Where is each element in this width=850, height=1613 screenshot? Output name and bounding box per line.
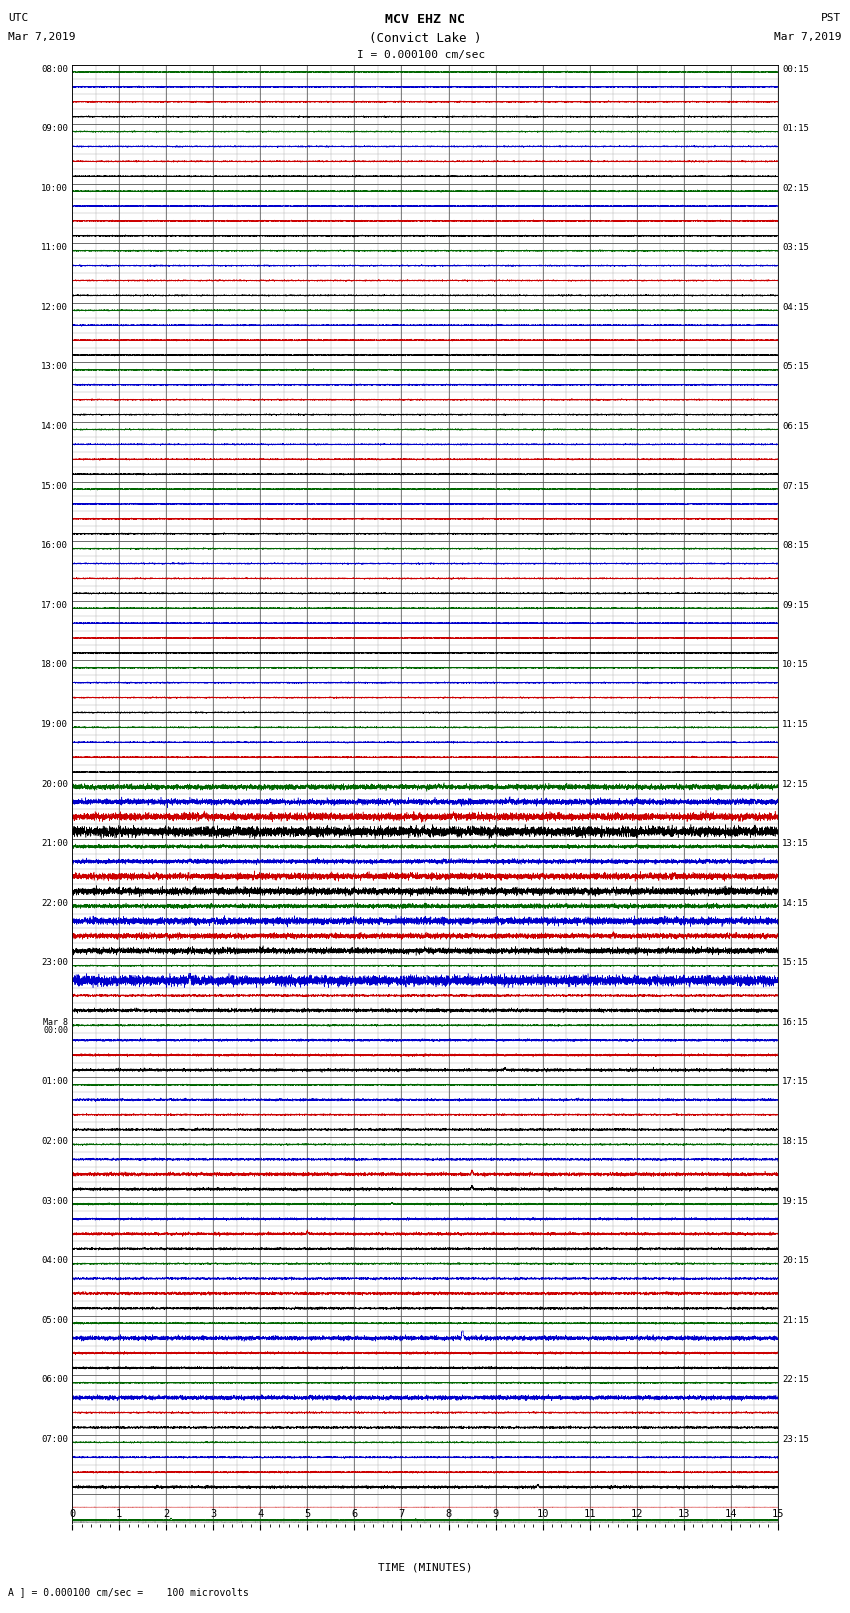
- Text: 03:15: 03:15: [782, 244, 809, 252]
- Text: 19:00: 19:00: [41, 719, 68, 729]
- Text: 15:15: 15:15: [782, 958, 809, 968]
- Text: 09:00: 09:00: [41, 124, 68, 134]
- Text: 02:00: 02:00: [41, 1137, 68, 1145]
- Text: 23:15: 23:15: [782, 1436, 809, 1444]
- Text: 21:15: 21:15: [782, 1316, 809, 1324]
- Text: 14:00: 14:00: [41, 423, 68, 431]
- Text: Mar 8
00:00: Mar 8 00:00: [43, 1018, 68, 1036]
- Text: 13:15: 13:15: [782, 839, 809, 848]
- Text: Mar 7,2019: Mar 7,2019: [8, 32, 76, 42]
- Text: 09:15: 09:15: [782, 600, 809, 610]
- Text: 17:00: 17:00: [41, 600, 68, 610]
- Text: 06:00: 06:00: [41, 1376, 68, 1384]
- Text: 21:00: 21:00: [41, 839, 68, 848]
- Text: I = 0.000100 cm/sec: I = 0.000100 cm/sec: [357, 50, 485, 60]
- Text: 20:15: 20:15: [782, 1257, 809, 1265]
- Text: 12:15: 12:15: [782, 779, 809, 789]
- Text: 15:00: 15:00: [41, 482, 68, 490]
- Text: 22:00: 22:00: [41, 898, 68, 908]
- Text: 11:00: 11:00: [41, 244, 68, 252]
- Text: 08:15: 08:15: [782, 542, 809, 550]
- Text: 10:15: 10:15: [782, 660, 809, 669]
- Text: 05:00: 05:00: [41, 1316, 68, 1324]
- Text: 11:15: 11:15: [782, 719, 809, 729]
- Text: 18:00: 18:00: [41, 660, 68, 669]
- Text: A ] = 0.000100 cm/sec =    100 microvolts: A ] = 0.000100 cm/sec = 100 microvolts: [8, 1587, 249, 1597]
- X-axis label: TIME (MINUTES): TIME (MINUTES): [377, 1563, 473, 1573]
- Text: 20:00: 20:00: [41, 779, 68, 789]
- Text: 10:00: 10:00: [41, 184, 68, 192]
- Text: 01:00: 01:00: [41, 1077, 68, 1087]
- Text: 01:15: 01:15: [782, 124, 809, 134]
- Text: 03:00: 03:00: [41, 1197, 68, 1205]
- Text: 17:15: 17:15: [782, 1077, 809, 1087]
- Text: 06:15: 06:15: [782, 423, 809, 431]
- Text: 13:00: 13:00: [41, 363, 68, 371]
- Text: 16:00: 16:00: [41, 542, 68, 550]
- Text: PST: PST: [821, 13, 842, 23]
- Text: 23:00: 23:00: [41, 958, 68, 968]
- Text: MCV EHZ NC: MCV EHZ NC: [385, 13, 465, 26]
- Text: 08:00: 08:00: [41, 65, 68, 74]
- Text: Mar 7,2019: Mar 7,2019: [774, 32, 842, 42]
- Text: 02:15: 02:15: [782, 184, 809, 192]
- Text: 22:15: 22:15: [782, 1376, 809, 1384]
- Text: 00:15: 00:15: [782, 65, 809, 74]
- Text: 07:15: 07:15: [782, 482, 809, 490]
- Text: 14:15: 14:15: [782, 898, 809, 908]
- Text: 05:15: 05:15: [782, 363, 809, 371]
- Text: 19:15: 19:15: [782, 1197, 809, 1205]
- Text: 04:00: 04:00: [41, 1257, 68, 1265]
- Text: 16:15: 16:15: [782, 1018, 809, 1027]
- Text: (Convict Lake ): (Convict Lake ): [369, 32, 481, 45]
- Text: UTC: UTC: [8, 13, 29, 23]
- Text: 07:00: 07:00: [41, 1436, 68, 1444]
- Text: 18:15: 18:15: [782, 1137, 809, 1145]
- Text: 12:00: 12:00: [41, 303, 68, 311]
- Text: 04:15: 04:15: [782, 303, 809, 311]
